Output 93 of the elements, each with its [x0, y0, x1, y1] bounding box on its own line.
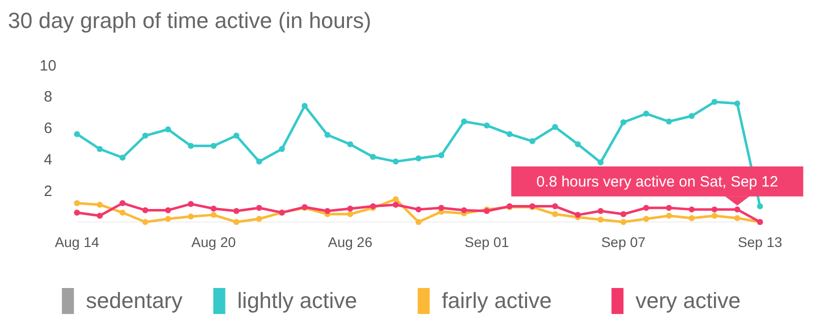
point	[188, 200, 194, 207]
point	[598, 159, 604, 166]
annotation: 0.8 hours very active on Sat, Sep 12	[536, 174, 778, 191]
point	[120, 210, 126, 216]
y-tick-label: 8	[44, 88, 52, 106]
x-tick-label: Sep 07	[601, 234, 646, 250]
point	[506, 131, 513, 138]
point	[666, 212, 672, 219]
point	[233, 219, 240, 225]
point	[96, 212, 103, 219]
point	[598, 216, 604, 223]
legend-label: fairly active	[442, 288, 552, 313]
point	[598, 208, 604, 214]
point	[165, 207, 172, 214]
x-tick-label: Aug 14	[54, 234, 100, 250]
y-tick-label: 2	[44, 182, 52, 200]
point	[734, 206, 740, 212]
point	[666, 204, 672, 211]
point	[416, 155, 422, 162]
point	[552, 203, 558, 210]
point	[256, 204, 262, 211]
point	[233, 132, 240, 139]
y-tick-label: 6	[44, 120, 52, 138]
point	[552, 124, 558, 130]
point	[165, 126, 172, 132]
point	[416, 206, 422, 212]
point	[734, 215, 740, 222]
y-tick-label: 4	[44, 151, 52, 168]
point	[324, 208, 330, 214]
legend-label: lightly active	[237, 288, 358, 313]
point	[347, 211, 354, 218]
point	[438, 204, 444, 211]
point	[233, 208, 240, 214]
y-tick-label: 10	[40, 57, 56, 74]
point	[324, 132, 330, 138]
point	[688, 113, 695, 120]
point	[142, 207, 148, 214]
point	[461, 207, 468, 214]
point	[438, 152, 444, 158]
point	[757, 203, 763, 210]
point	[302, 102, 308, 109]
point	[120, 154, 126, 161]
point	[643, 204, 650, 211]
point	[347, 206, 354, 212]
legend-label: sedentary	[86, 288, 183, 313]
point	[711, 206, 718, 212]
point	[74, 210, 80, 216]
point	[461, 118, 468, 125]
point	[711, 212, 718, 219]
chart-title: 30 day graph of time active (in hours)	[8, 8, 372, 33]
point	[711, 98, 718, 105]
point	[165, 216, 172, 222]
x-tick-label: Sep 01	[464, 234, 510, 250]
point	[120, 200, 126, 206]
point	[74, 131, 80, 138]
point	[688, 215, 695, 222]
point	[620, 219, 626, 225]
point	[643, 216, 650, 222]
point	[188, 214, 194, 220]
point	[210, 212, 217, 218]
tooltip-callout: 0.8 hours very active on Sat, Sep 12	[511, 166, 804, 206]
point	[620, 119, 626, 126]
point	[734, 100, 740, 106]
point	[142, 219, 148, 225]
point	[666, 118, 672, 125]
point	[688, 206, 695, 212]
point	[210, 206, 217, 212]
point	[74, 200, 80, 206]
point	[370, 154, 376, 160]
point	[256, 216, 262, 222]
point	[392, 196, 399, 202]
point	[643, 110, 650, 117]
point	[392, 158, 399, 165]
point	[529, 138, 536, 144]
point	[392, 202, 399, 208]
point	[210, 142, 217, 149]
point	[278, 146, 285, 152]
point	[347, 141, 354, 148]
x-tick-label: Sep 13	[738, 234, 782, 250]
point	[574, 141, 581, 148]
point	[484, 122, 490, 128]
point	[96, 202, 103, 208]
point	[142, 132, 148, 139]
x-tick-label: Aug 26	[328, 234, 373, 250]
point	[620, 211, 626, 218]
point	[188, 142, 194, 149]
point	[256, 158, 262, 165]
legend-label: very active	[636, 288, 741, 313]
x-tick-label: Aug 20	[191, 234, 236, 250]
point	[416, 219, 422, 225]
point	[574, 212, 581, 218]
point	[552, 211, 558, 218]
point	[96, 146, 103, 152]
